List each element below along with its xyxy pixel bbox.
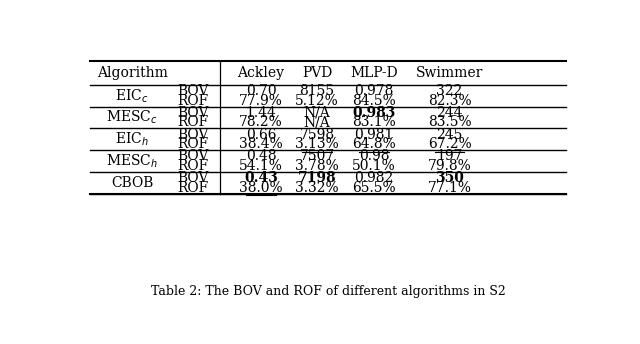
- Text: 8155: 8155: [300, 84, 335, 98]
- Text: BOV: BOV: [177, 106, 209, 120]
- Text: 3.32%: 3.32%: [295, 181, 339, 194]
- Text: 83.5%: 83.5%: [428, 115, 471, 129]
- Text: ROF: ROF: [177, 137, 209, 151]
- Text: 322: 322: [436, 84, 463, 98]
- Text: 77.9%: 77.9%: [239, 94, 283, 108]
- Text: 245: 245: [436, 128, 463, 141]
- Text: 38.0%: 38.0%: [239, 181, 283, 194]
- Text: 3.78%: 3.78%: [295, 159, 339, 173]
- Text: 79.8%: 79.8%: [428, 159, 472, 173]
- Text: 197: 197: [436, 149, 463, 163]
- Text: 77.1%: 77.1%: [428, 181, 472, 194]
- Text: 50.1%: 50.1%: [352, 159, 396, 173]
- Text: 0.983: 0.983: [353, 106, 396, 120]
- Text: EIC$_c$: EIC$_c$: [115, 87, 149, 105]
- Text: Algorithm: Algorithm: [97, 66, 168, 79]
- Text: EIC$_h$: EIC$_h$: [115, 131, 149, 148]
- Text: 0.981: 0.981: [355, 128, 394, 141]
- Text: 7507: 7507: [300, 149, 335, 163]
- Text: 0.66: 0.66: [246, 128, 276, 141]
- Text: ROF: ROF: [177, 181, 209, 194]
- Text: 64.8%: 64.8%: [352, 137, 396, 151]
- Text: 84.5%: 84.5%: [352, 94, 396, 108]
- Text: N/A: N/A: [304, 115, 330, 129]
- Text: 67.2%: 67.2%: [428, 137, 472, 151]
- Text: Table 2: The BOV and ROF of different algorithms in S2: Table 2: The BOV and ROF of different al…: [150, 285, 506, 298]
- Text: CBOB: CBOB: [111, 176, 153, 190]
- Text: 7598: 7598: [300, 128, 335, 141]
- Text: 350: 350: [435, 171, 464, 185]
- Text: 7198: 7198: [298, 171, 337, 185]
- Text: 78.2%: 78.2%: [239, 115, 283, 129]
- Text: 82.3%: 82.3%: [428, 94, 471, 108]
- Text: N/A: N/A: [304, 106, 330, 120]
- Text: 0.43: 0.43: [244, 171, 278, 185]
- Text: ROF: ROF: [177, 115, 209, 129]
- Text: MESC$_h$: MESC$_h$: [106, 152, 158, 170]
- Text: PVD: PVD: [302, 66, 332, 79]
- Text: 1.44: 1.44: [246, 106, 276, 120]
- Text: 0.48: 0.48: [246, 149, 276, 163]
- Text: 3.13%: 3.13%: [295, 137, 339, 151]
- Text: 0.98: 0.98: [359, 149, 389, 163]
- Text: ROF: ROF: [177, 159, 209, 173]
- Text: 54.1%: 54.1%: [239, 159, 283, 173]
- Text: ROF: ROF: [177, 94, 209, 108]
- Text: Swimmer: Swimmer: [416, 66, 483, 79]
- Text: BOV: BOV: [177, 171, 209, 185]
- Text: 38.4%: 38.4%: [239, 137, 283, 151]
- Text: MESC$_c$: MESC$_c$: [106, 109, 158, 126]
- Text: 65.5%: 65.5%: [352, 181, 396, 194]
- Text: Ackley: Ackley: [237, 66, 285, 79]
- Text: 0.982: 0.982: [355, 171, 394, 185]
- Text: 0.978: 0.978: [355, 84, 394, 98]
- Text: 5.12%: 5.12%: [295, 94, 339, 108]
- Text: MLP-D: MLP-D: [350, 66, 398, 79]
- Text: 83.1%: 83.1%: [352, 115, 396, 129]
- Text: 244: 244: [436, 106, 463, 120]
- Text: BOV: BOV: [177, 128, 209, 141]
- Text: BOV: BOV: [177, 149, 209, 163]
- Text: BOV: BOV: [177, 84, 209, 98]
- Text: 0.70: 0.70: [246, 84, 276, 98]
